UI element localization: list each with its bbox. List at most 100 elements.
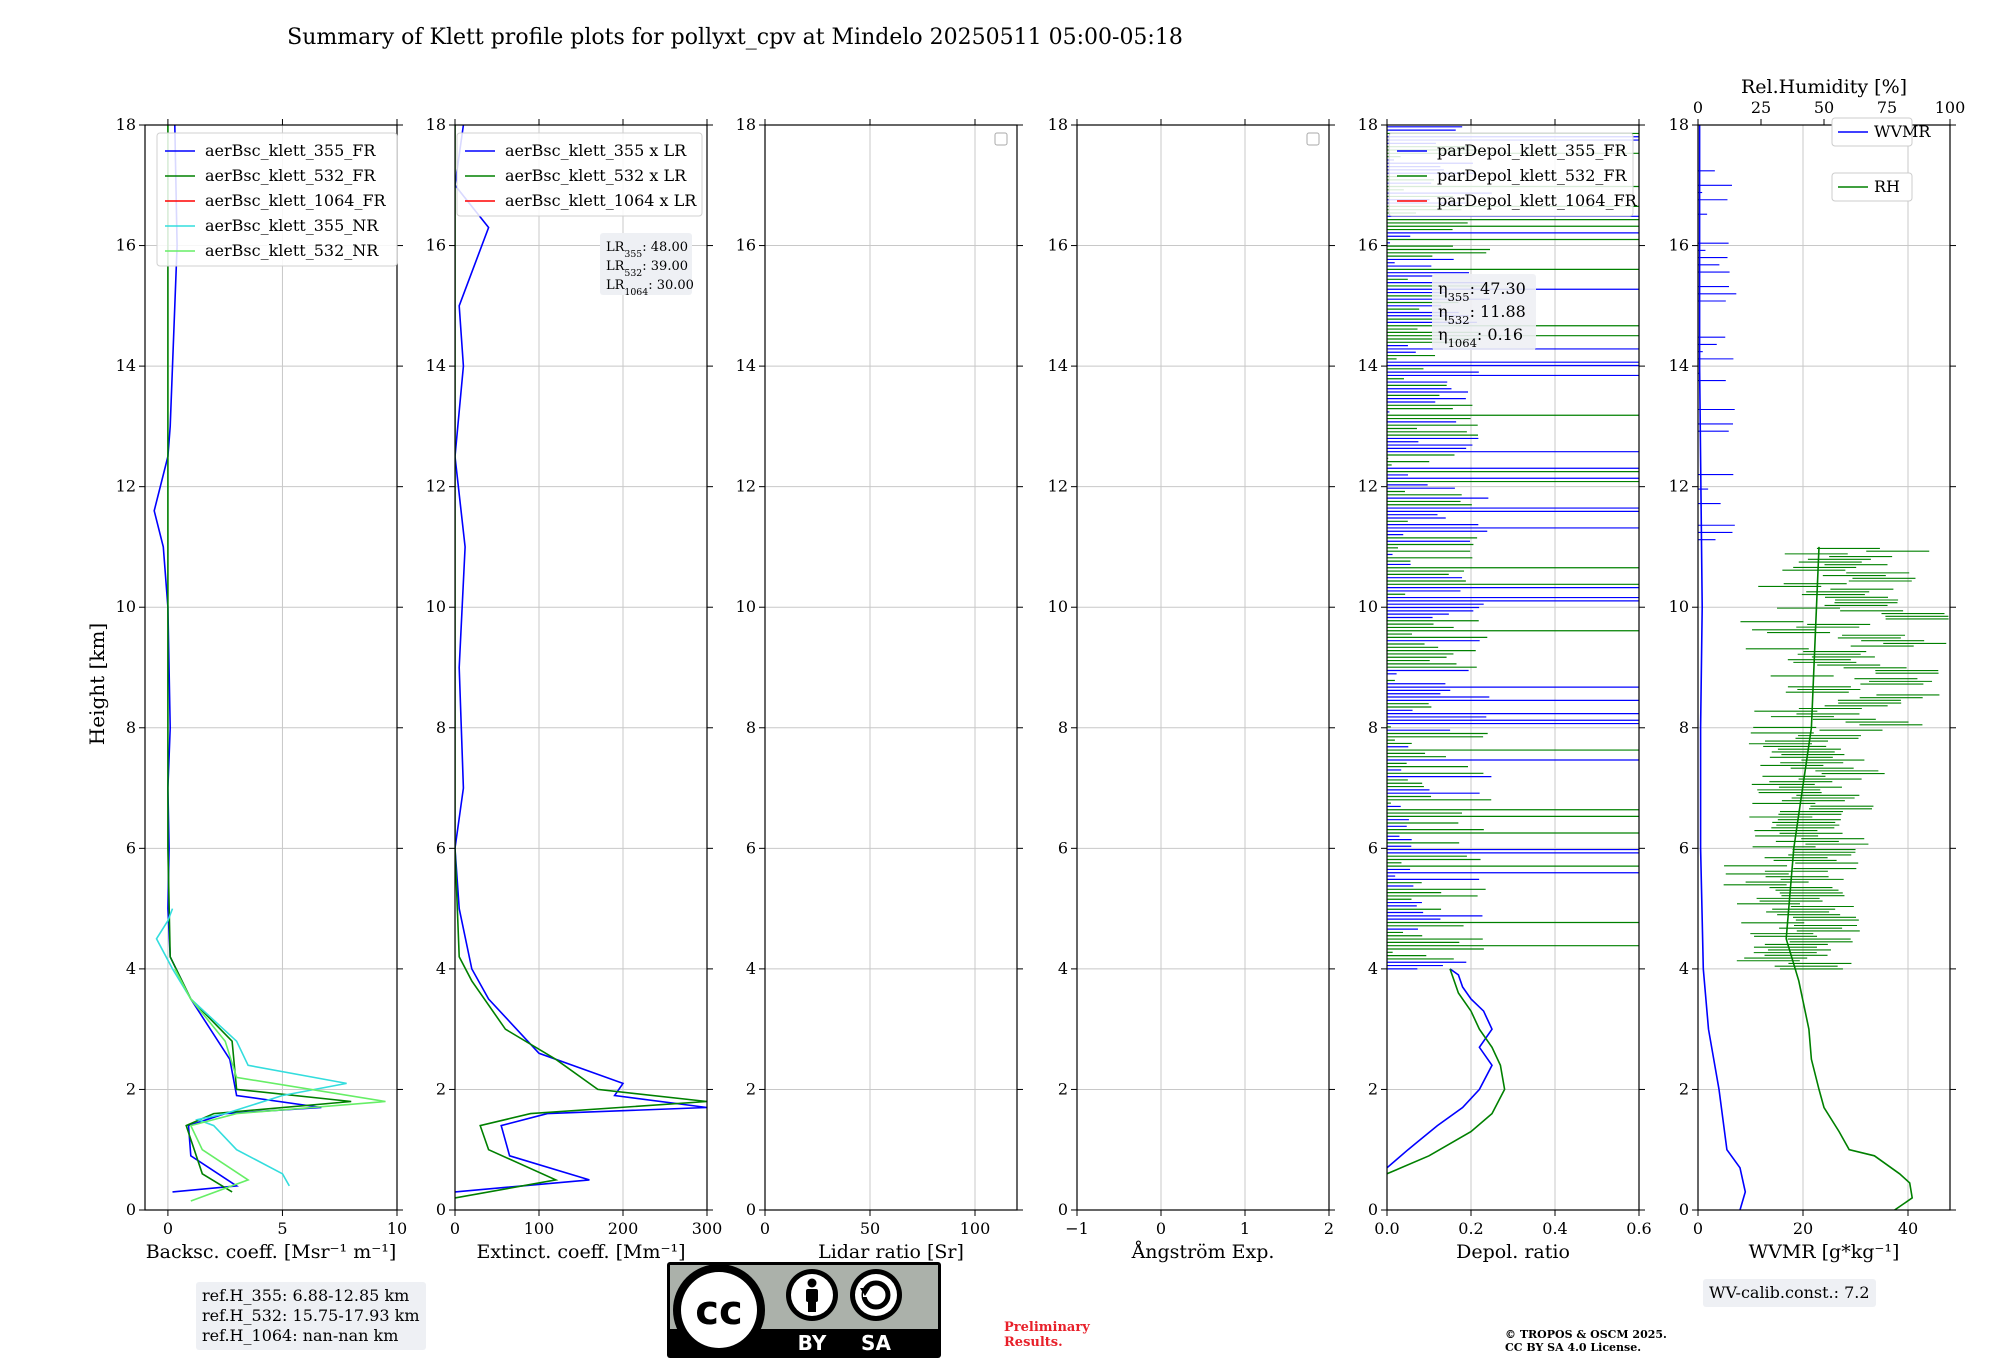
ref-height-532: ref.H_532: 15.75-17.93 km (202, 1306, 420, 1325)
legend-label: parDepol_klett_1064_FR (1437, 191, 1638, 210)
x-axis-label: WVMR [g*kg⁻¹] (1749, 1241, 1900, 1263)
wv-calib-box: WV-calib.const.: 7.2 (1703, 1279, 1876, 1307)
y-tick-label: 6 (126, 838, 136, 857)
y-tick-label: 2 (1679, 1079, 1689, 1098)
x-tick-label: 5 (277, 1219, 287, 1238)
y-tick-label: 2 (126, 1079, 136, 1098)
legend-label: aerBsc_klett_1064_FR (205, 191, 387, 210)
y-tick-label: 4 (1679, 959, 1689, 978)
y-tick-label: 14 (1358, 356, 1378, 375)
x-tick-label: 0 (1693, 1219, 1703, 1238)
y-tick-label: 2 (746, 1079, 756, 1098)
legend-label: aerBsc_klett_532_FR (205, 166, 376, 185)
y-tick-label: 0 (746, 1200, 756, 1219)
preliminary-line-1: Preliminary (1004, 1320, 1090, 1335)
cc-by-sa-badge: cc BY SA (667, 1262, 941, 1358)
y-tick-label: 16 (116, 236, 136, 255)
y-tick-label: 12 (426, 477, 446, 496)
y-tick-label: 12 (1669, 477, 1689, 496)
y-tick-label: 18 (116, 115, 136, 134)
x-tick-label: 10 (387, 1219, 407, 1238)
legend-label: WVMR (1874, 122, 1931, 141)
x2-axis-label: Rel.Humidity [%] (1741, 76, 1907, 98)
figure-title: Summary of Klett profile plots for polly… (287, 25, 1183, 50)
legend-box (1388, 132, 1634, 217)
series-line-RH (1785, 546, 1914, 1210)
cc-icon-letters: cc (695, 1288, 742, 1334)
y-tick-label: 16 (1358, 236, 1378, 255)
legend-box (456, 132, 703, 217)
y-tick-label: 12 (1358, 477, 1378, 496)
lr-box-line: LR1064: 30.00 (606, 278, 694, 298)
legend-box (156, 132, 398, 267)
series-line-aerBsc_klett_355_FR (153, 125, 322, 1193)
legend-label: aerBsc_klett_1064 x LR (505, 191, 697, 210)
y-tick-label: 10 (1358, 597, 1378, 616)
series-line-aerBsc_klett_532 x LR (455, 125, 707, 1199)
panel-frame (454, 124, 708, 1211)
x-tick-label: 2 (1324, 1219, 1334, 1238)
x-tick-label: 100 (960, 1219, 991, 1238)
copyright-line-2: CC BY SA 4.0 License. (1505, 1341, 1642, 1354)
y-tick-label: 18 (736, 115, 756, 134)
x-tick-label: 50 (860, 1219, 880, 1238)
x-tick-label: 200 (608, 1219, 639, 1238)
y-tick-label: 0 (1368, 1200, 1378, 1219)
panel-3: 0 2 4 6 8 10 12 14 16 18 0 50 100 Lidar ratio [Sr] (736, 115, 1023, 1263)
y-tick-label: 16 (736, 236, 756, 255)
ref-height-1064: ref.H_1064: nan-nan km (202, 1326, 399, 1345)
x2-tick-label: 25 (1751, 98, 1771, 117)
y-tick-label: 10 (116, 597, 136, 616)
panel-frame (144, 124, 398, 1211)
y-tick-label: 16 (426, 236, 446, 255)
y-tick-label: 2 (1058, 1079, 1068, 1098)
legend-label: aerBsc_klett_532 x LR (505, 166, 687, 185)
x-tick-label: 0.2 (1458, 1219, 1483, 1238)
x2-tick-label: 75 (1877, 98, 1897, 117)
y-tick-label: 6 (1368, 838, 1378, 857)
legend-label: aerBsc_klett_355_NR (205, 216, 379, 235)
sa-label: SA (861, 1331, 891, 1355)
panel-5: 0 2 4 6 8 10 12 14 16 18 0.0 0.2 0.4 0.6 Depol. ratio p… (1358, 115, 1652, 1263)
panel-1: 0 2 4 6 8 10 12 14 16 18 0 5 10 Backsc. coeff. [Msr⁻¹… (116, 115, 408, 1263)
y-tick-label: 10 (1048, 597, 1068, 616)
y-tick-label: 16 (1048, 236, 1068, 255)
lr-box-line: LR355: 48.00 (606, 240, 688, 260)
x-tick-label: 0 (163, 1219, 173, 1238)
legend-label: aerBsc_klett_532_NR (205, 241, 379, 260)
lr-box (600, 233, 692, 295)
y-tick-label: 12 (1048, 477, 1068, 496)
y-tick-label: 12 (116, 477, 136, 496)
legend-box (1831, 172, 1913, 202)
y-tick-label: 6 (1058, 838, 1068, 857)
series-line-parDepol_klett_532_FR (1387, 968, 1506, 1175)
depol-noise (1387, 126, 1639, 970)
y-tick-label: 8 (1679, 718, 1689, 737)
x-axis-label: Lidar ratio [Sr] (818, 1241, 964, 1263)
legend-label: RH (1874, 177, 1900, 196)
y-tick-label: 8 (1368, 718, 1378, 737)
legend-label: parDepol_klett_355_FR (1437, 141, 1628, 160)
y-tick-label: 0 (1058, 1200, 1068, 1219)
y-tick-label: 2 (436, 1079, 446, 1098)
ref-height-355: ref.H_355: 6.88-12.85 km (202, 1286, 410, 1305)
x-tick-label: 0.4 (1542, 1219, 1567, 1238)
eta-box-line: η355: 47.30 (1438, 279, 1526, 304)
x2-tick-label: 100 (1935, 98, 1966, 117)
copyright-line-1: © TROPOS & OSCM 2025. (1505, 1328, 1667, 1341)
y-tick-label: 10 (736, 597, 756, 616)
x-axis-label: Ångström Exp. (1131, 1241, 1275, 1263)
y-tick-label: 4 (1058, 959, 1068, 978)
y-tick-label: 10 (1669, 597, 1689, 616)
y-tick-label: 2 (1368, 1079, 1378, 1098)
y-tick-label: 18 (1669, 115, 1689, 134)
y-tick-label: 8 (126, 718, 136, 737)
x-tick-label: 1 (1240, 1219, 1250, 1238)
panel-2: 0 2 4 6 8 10 12 14 16 18 0 100 200 300 Extinct. coeff.… (426, 115, 723, 1263)
y-tick-label: 18 (1048, 115, 1068, 134)
x-tick-label: 0.0 (1374, 1219, 1399, 1238)
x-tick-label: 0 (450, 1219, 460, 1238)
x-tick-label: 0.6 (1626, 1219, 1651, 1238)
